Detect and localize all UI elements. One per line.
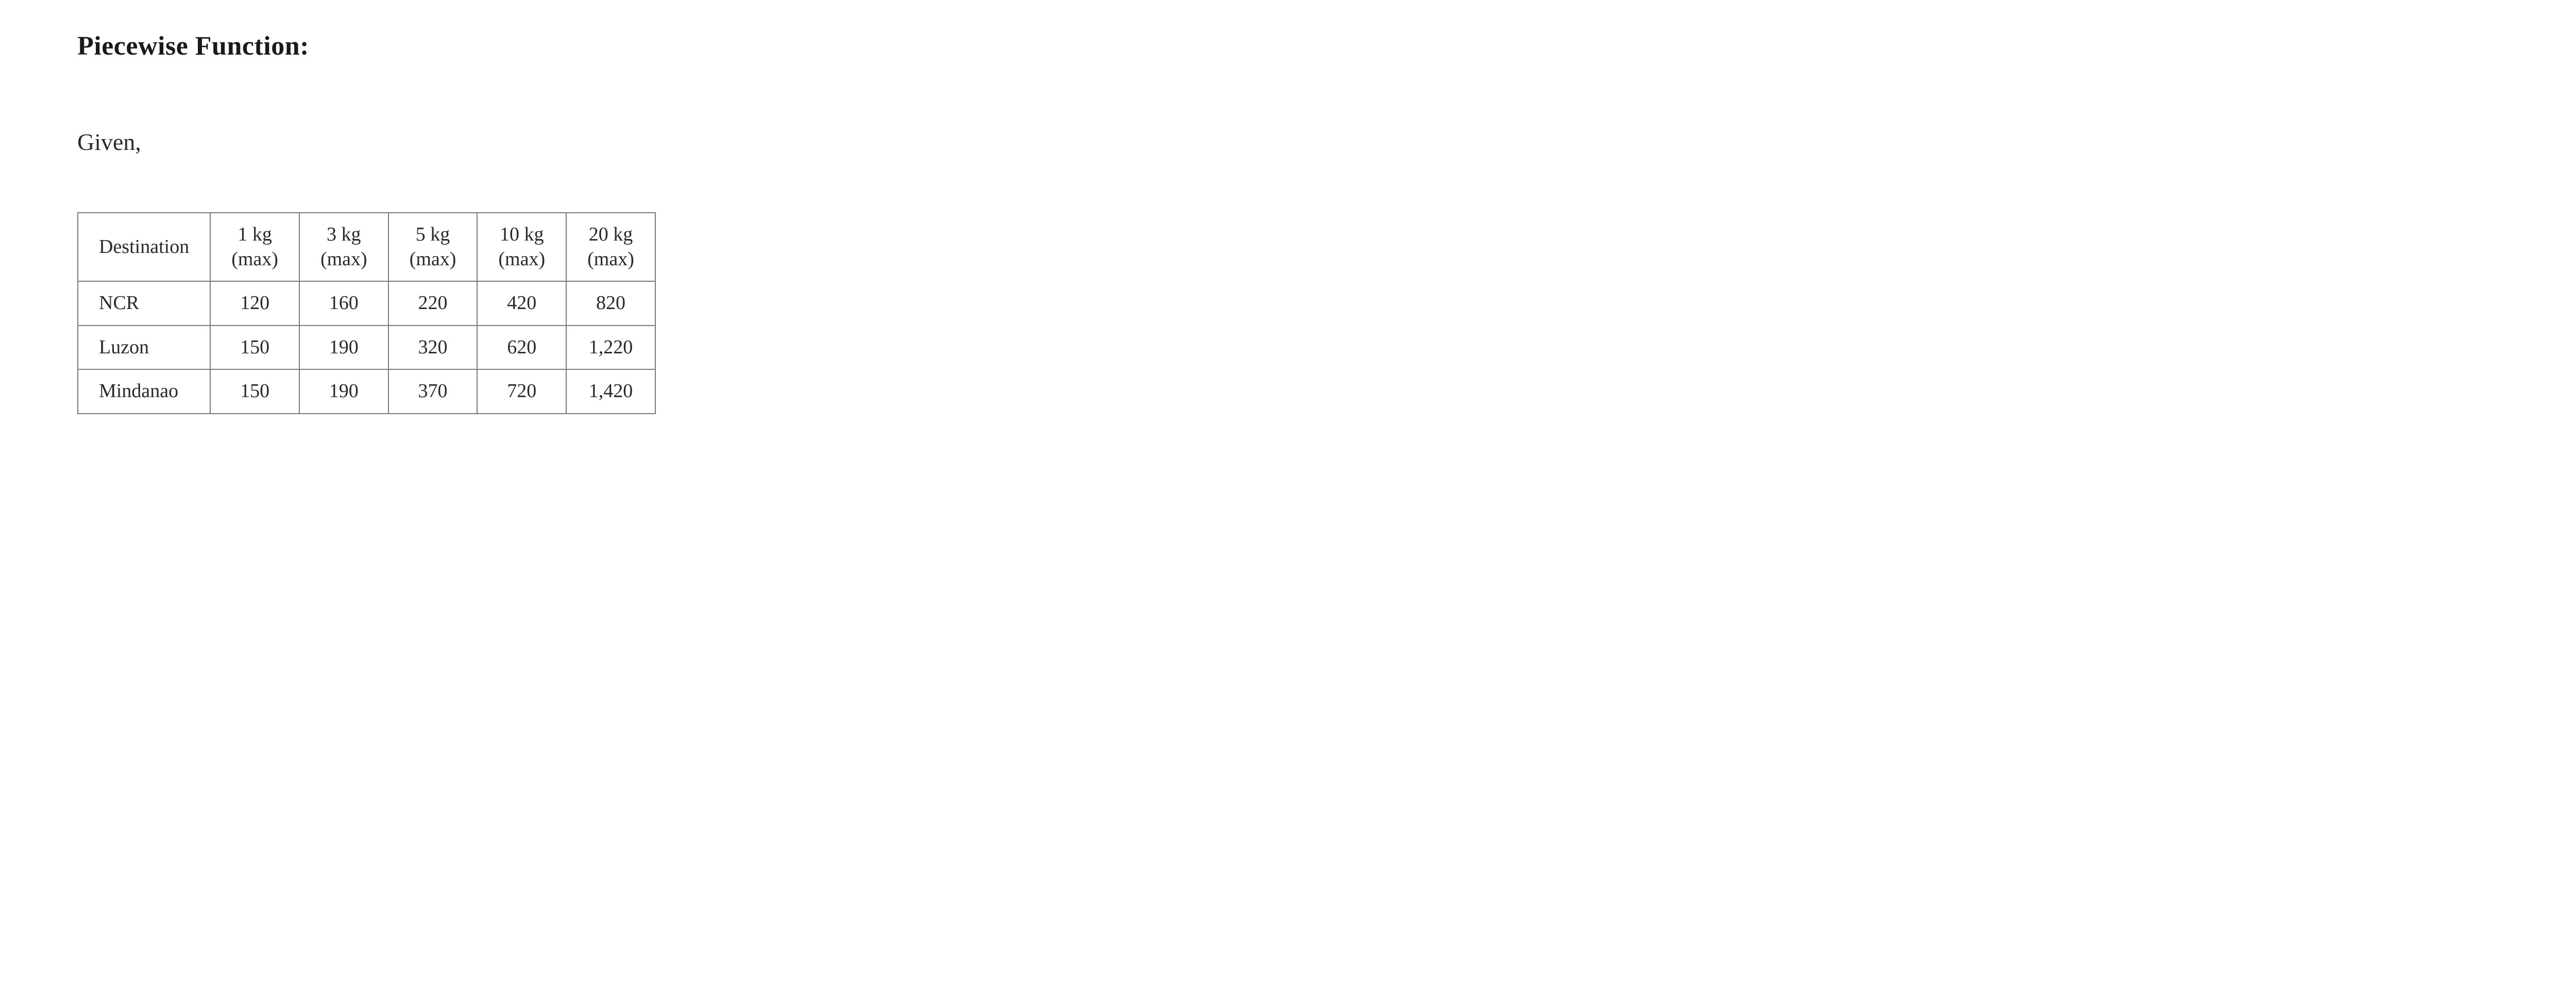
cell-mindanao-20kg: 1,420	[566, 369, 655, 414]
cell-luzon-3kg: 190	[299, 326, 388, 370]
cell-luzon-1kg: 150	[210, 326, 299, 370]
page-title: Piecewise Function:	[77, 31, 2576, 61]
given-label: Given,	[77, 128, 2576, 156]
table-row-mindanao: Mindanao 150 190 370 720 1,420	[78, 369, 655, 414]
rates-table: Destination 1 kg (max) 3 kg (max) 5 kg (…	[77, 212, 656, 414]
cell-luzon-20kg: 1,220	[566, 326, 655, 370]
cell-luzon-10kg: 620	[477, 326, 566, 370]
cell-mindanao-5kg: 370	[388, 369, 478, 414]
col-header-destination: Destination	[78, 213, 210, 281]
table-row-ncr: NCR 120 160 220 420 820	[78, 281, 655, 326]
cell-mindanao-3kg: 190	[299, 369, 388, 414]
cell-luzon-5kg: 320	[388, 326, 478, 370]
col-header-5kg: 5 kg (max)	[388, 213, 478, 281]
table-header-row: Destination 1 kg (max) 3 kg (max) 5 kg (…	[78, 213, 655, 281]
rates-table-wrapper: Destination 1 kg (max) 3 kg (max) 5 kg (…	[77, 212, 2576, 414]
col-header-20kg: 20 kg (max)	[566, 213, 655, 281]
cell-ncr-10kg: 420	[477, 281, 566, 326]
cell-mindanao-10kg: 720	[477, 369, 566, 414]
cell-ncr-destination: NCR	[78, 281, 210, 326]
table-row-luzon: Luzon 150 190 320 620 1,220	[78, 326, 655, 370]
col-header-10kg: 10 kg (max)	[477, 213, 566, 281]
col-header-3kg: 3 kg (max)	[299, 213, 388, 281]
cell-luzon-destination: Luzon	[78, 326, 210, 370]
cell-ncr-3kg: 160	[299, 281, 388, 326]
cell-ncr-1kg: 120	[210, 281, 299, 326]
col-header-1kg: 1 kg (max)	[210, 213, 299, 281]
cell-ncr-20kg: 820	[566, 281, 655, 326]
document-page: Piecewise Function: Given, Destination 1…	[0, 0, 2576, 989]
cell-ncr-5kg: 220	[388, 281, 478, 326]
cell-mindanao-destination: Mindanao	[78, 369, 210, 414]
cell-mindanao-1kg: 150	[210, 369, 299, 414]
